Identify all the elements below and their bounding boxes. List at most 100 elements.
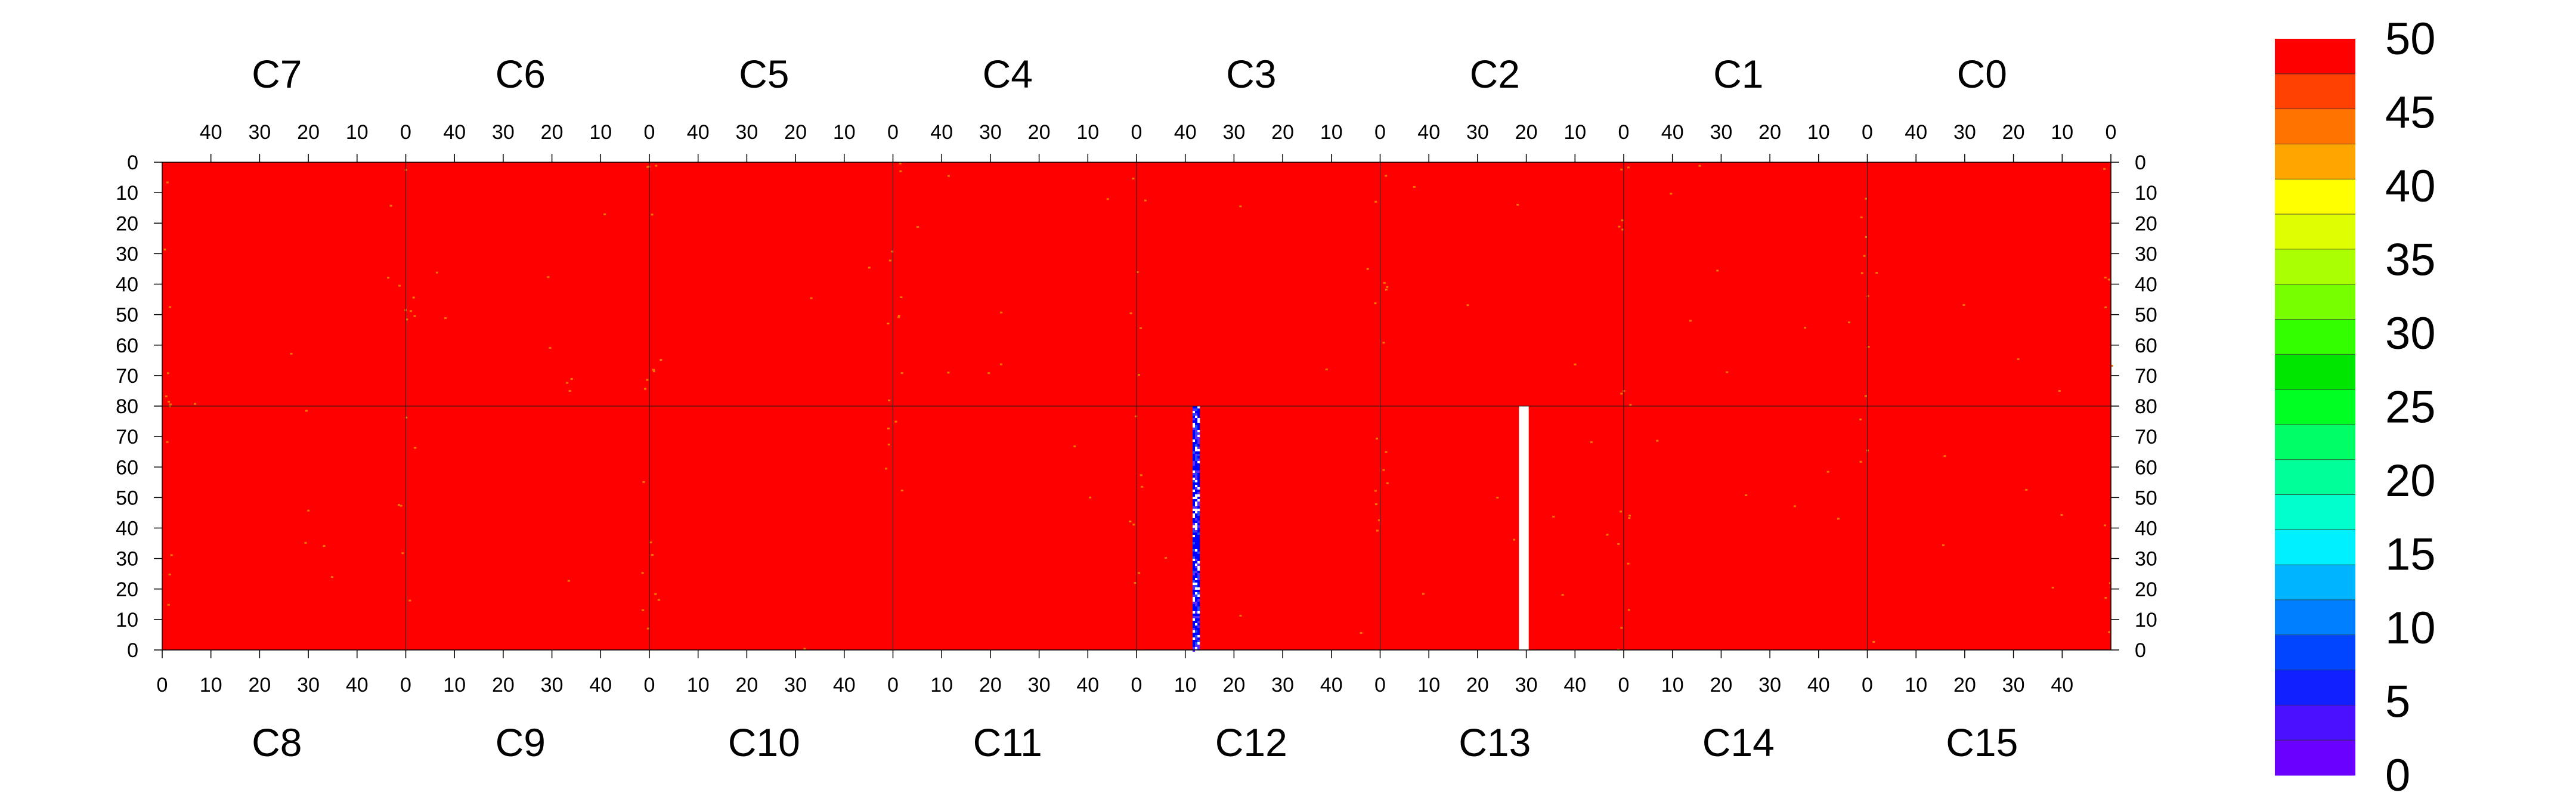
x-tick-label-top: 0 [2106,121,2117,144]
y-tick-label-right: 70 [2135,365,2157,388]
panel-c9 [405,406,650,650]
x-tick-label-bottom: 0 [1862,674,1873,696]
x-tick-label-top: 40 [1417,121,1440,144]
x-tick-label-bottom: 40 [346,674,369,696]
x-tick-label-bottom: 40 [1076,674,1099,696]
y-tick-label-right: 50 [2135,304,2157,327]
colorbar-segment [2275,389,2355,425]
y-tick-label-right: 40 [2135,518,2157,540]
x-tick-label-bottom: 0 [887,674,899,696]
x-tick-label-top: 40 [1174,121,1197,144]
x-tick-label-bottom: 20 [1466,674,1489,696]
y-tick-label-left: 0 [127,151,138,174]
colorbar-segment [2275,354,2355,390]
x-tick-label-bottom: 10 [1417,674,1440,696]
panel-c15 [1867,406,2111,650]
x-tick-label-bottom: 0 [1131,674,1143,696]
panel-c4 [893,162,1137,406]
colorbar-segment [2275,705,2355,741]
x-tick-label-bottom: 0 [644,674,655,696]
panel-label-c15: C15 [1946,720,2018,764]
panel-c0 [1867,162,2111,406]
feature-c13-empty-column [1519,406,1529,650]
feature-c12-low-value-column [1192,406,1200,652]
colorbar-segment [2275,144,2355,179]
panel-c13 [1380,406,1624,650]
x-tick-label-bottom: 10 [443,674,466,696]
panel-c3 [1137,162,1381,406]
colorbar-label: 10 [2385,603,2436,654]
panel-c2 [1380,162,1624,406]
x-tick-label-top: 30 [979,121,1002,144]
panel-label-c2: C2 [1470,52,1520,96]
colorbar-segment [2275,179,2355,215]
y-tick-label-right: 50 [2135,487,2157,509]
panel-label-c6: C6 [496,52,546,96]
colorbar-segment [2275,109,2355,145]
panel-label-c5: C5 [739,52,789,96]
x-tick-label-bottom: 20 [979,674,1002,696]
panels-layer [162,162,2111,650]
x-tick-label-bottom: 0 [400,674,411,696]
y-tick-label-right: 70 [2135,426,2157,448]
panel-label-c12: C12 [1215,720,1287,764]
x-tick-label-bottom: 30 [1515,674,1538,696]
x-tick-label-bottom: 20 [492,674,515,696]
y-tick-label-left: 40 [116,518,138,540]
x-tick-label-bottom: 20 [735,674,758,696]
x-tick-label-top: 20 [1028,121,1051,144]
x-tick-label-bottom: 0 [157,674,168,696]
x-tick-label-top: 0 [1374,121,1386,144]
y-tick-label-right: 80 [2135,395,2157,418]
x-tick-label-top: 0 [644,121,655,144]
y-tick-label-right: 10 [2135,182,2157,205]
y-tick-label-right: 60 [2135,335,2157,357]
x-tick-label-bottom: 30 [1758,674,1781,696]
panel-label-c4: C4 [983,52,1033,96]
colorbar-label: 20 [2385,456,2436,506]
x-tick-label-top: 40 [443,121,466,144]
y-tick-label-left: 30 [116,548,138,571]
panel-c14 [1624,406,1868,650]
x-tick-label-bottom: 10 [1174,674,1197,696]
x-tick-label-bottom: 10 [1661,674,1684,696]
panel-label-c3: C3 [1226,52,1276,96]
x-tick-label-bottom: 0 [1618,674,1630,696]
x-tick-label-top: 0 [1862,121,1873,144]
x-tick-label-bottom: 40 [833,674,856,696]
x-tick-label-bottom: 20 [1710,674,1732,696]
x-tick-label-top: 40 [200,121,222,144]
panel-c12 [1137,406,1381,650]
panel-label-c1: C1 [1713,52,1763,96]
colorbar-label: 35 [2385,235,2436,286]
panel-label-c8: C8 [252,720,302,764]
x-tick-label-top: 20 [1515,121,1538,144]
y-tick-label-left: 10 [116,609,138,631]
y-tick-label-left: 70 [116,426,138,448]
panel-label-c10: C10 [728,720,800,764]
x-tick-label-bottom: 30 [297,674,320,696]
colorbar-segment [2275,319,2355,355]
x-tick-label-top: 30 [248,121,271,144]
y-tick-label-left: 0 [127,639,138,662]
x-tick-label-top: 10 [1320,121,1343,144]
x-tick-label-top: 20 [784,121,807,144]
y-tick-label-left: 80 [116,395,138,418]
y-tick-label-left: 20 [116,212,138,235]
panel-c10 [649,406,894,650]
colorbar-segment [2275,740,2355,776]
x-tick-label-top: 10 [1563,121,1586,144]
y-tick-label-left: 30 [116,243,138,265]
x-tick-label-bottom: 20 [1222,674,1245,696]
x-tick-label-top: 30 [1466,121,1489,144]
x-tick-label-top: 10 [589,121,612,144]
y-tick-label-left: 50 [116,304,138,327]
x-tick-label-top: 20 [1271,121,1294,144]
colorbar-label: 25 [2385,382,2436,433]
features-layer [1192,406,1529,652]
y-tick-label-right: 10 [2135,609,2157,631]
colorbar-label: 45 [2385,88,2436,138]
colorbar-segment [2275,599,2355,636]
x-tick-label-top: 0 [887,121,899,144]
x-tick-label-top: 40 [930,121,953,144]
